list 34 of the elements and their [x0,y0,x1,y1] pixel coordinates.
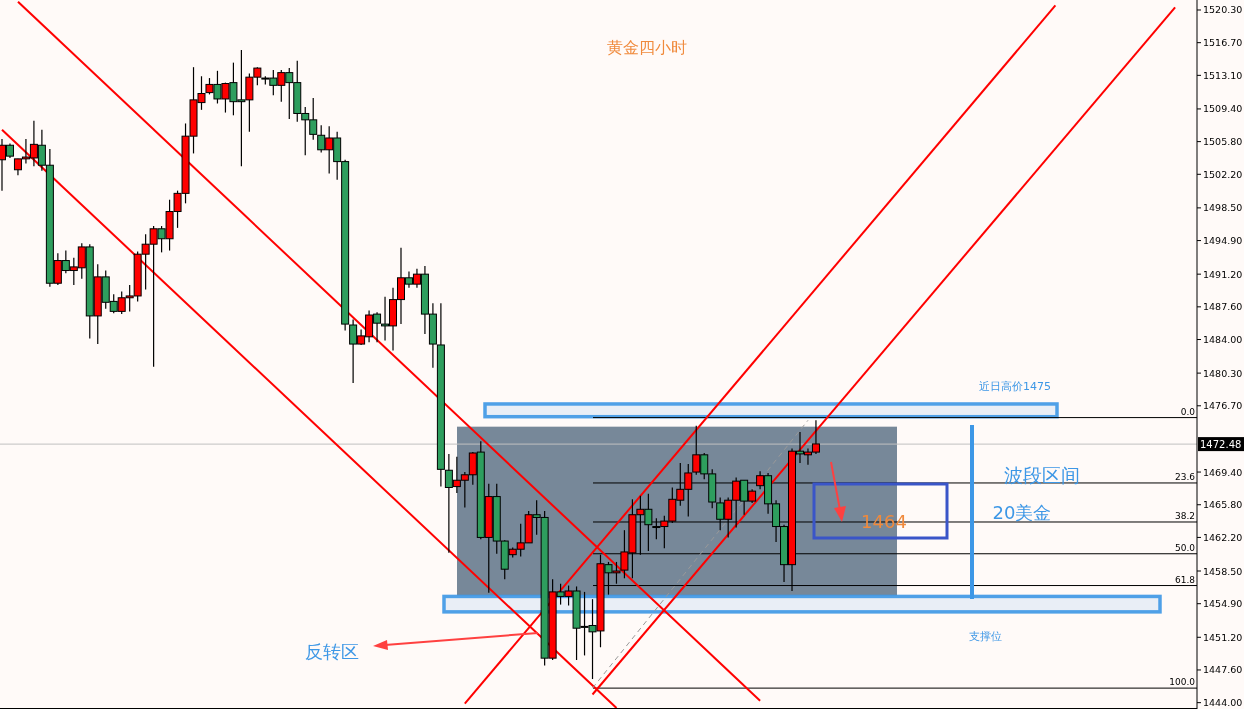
y-tick-label: 1469.40 [1203,466,1243,478]
y-tick-label: 1462.20 [1203,531,1243,543]
annotation: 20美金 [992,502,1052,523]
y-tick-label: 1513.10 [1203,69,1243,81]
y-tick-label: 1458.50 [1203,565,1243,577]
y-tick-label: 1491.20 [1203,268,1243,280]
band-label: 近日高价1475 [979,379,1051,393]
y-tick-label: 1516.70 [1203,37,1243,49]
y-tick-label: 1509.40 [1203,103,1243,115]
ref-line-label: 1472.48 [1200,439,1242,451]
y-tick-label: 1451.20 [1203,631,1243,643]
annotation: 反转区 [305,641,359,662]
annotation: 38.2 [1174,510,1195,521]
y-tick-label: 1447.60 [1203,664,1243,676]
y-tick-label: 1520.30 [1203,4,1243,16]
y-tick-label: 1487.60 [1203,301,1243,313]
y-tick-label: 1476.70 [1203,400,1243,412]
annotation: 波段区间 [1004,464,1080,486]
y-tick-label: 1454.90 [1203,598,1243,610]
y-tick-label: 1505.80 [1203,136,1243,148]
annotation: 23.6 [1174,471,1196,482]
y-tick-label: 1484.00 [1203,334,1243,346]
y-tick-label: 1465.80 [1203,499,1243,511]
annotation: 61.8 [1174,574,1196,585]
annotation: 50.0 [1174,542,1196,553]
annotation: 100.0 [1169,677,1196,688]
y-tick-label: 1494.90 [1203,235,1243,247]
y-tick-label: 1444.00 [1203,697,1243,709]
annotation: 0.0 [1180,406,1196,417]
y-tick-label: 1480.30 [1203,367,1243,379]
y-tick-label: 1498.50 [1203,202,1243,214]
band-label: 支撑位 [968,629,1002,643]
text: 黄金四小时 [607,38,687,57]
y-tick-label: 1502.20 [1203,168,1243,180]
